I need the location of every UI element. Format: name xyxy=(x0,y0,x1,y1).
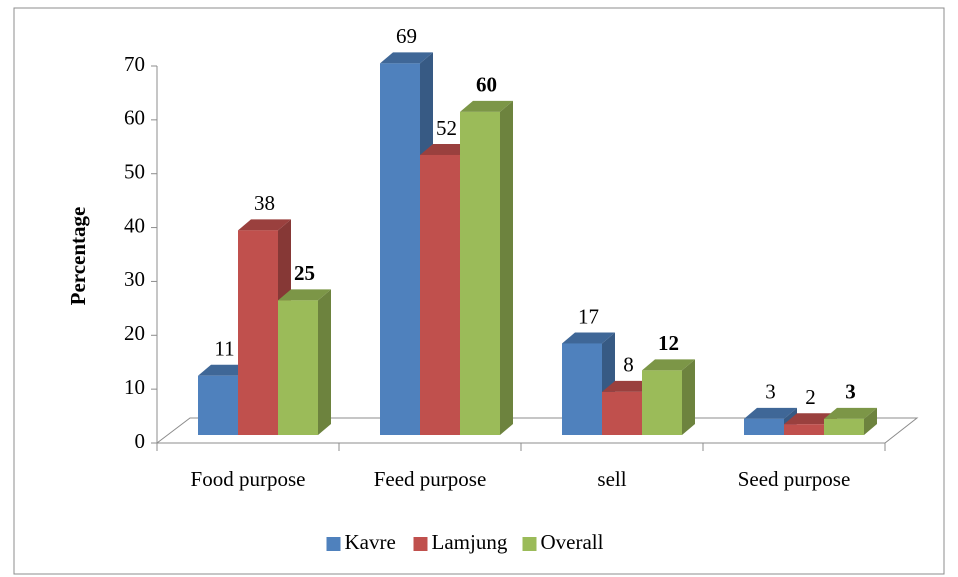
bar xyxy=(824,418,864,435)
bar-side xyxy=(864,407,877,435)
data-label: 60 xyxy=(476,73,497,97)
y-tick-label: 40 xyxy=(124,213,145,237)
bar-top xyxy=(198,364,251,376)
bar-side xyxy=(318,289,331,435)
data-label: 3 xyxy=(765,380,776,404)
y-tick-label: 0 xyxy=(135,429,146,453)
bar-top xyxy=(460,100,513,112)
bar xyxy=(420,154,460,435)
data-label: 52 xyxy=(436,116,457,140)
bar xyxy=(562,343,602,435)
bar xyxy=(198,375,238,435)
data-label: 3 xyxy=(845,380,856,404)
bar xyxy=(278,300,318,435)
bar xyxy=(642,370,682,435)
bar xyxy=(460,111,500,435)
bar-side xyxy=(500,100,513,435)
y-tick-label: 30 xyxy=(124,267,145,291)
bar xyxy=(238,230,278,435)
bar-top xyxy=(562,332,615,344)
y-tick-label: 70 xyxy=(124,52,145,76)
legend-swatch xyxy=(326,537,341,551)
bar-top xyxy=(824,407,877,419)
data-label: 11 xyxy=(214,337,234,361)
data-label: 69 xyxy=(396,24,417,48)
bar-top xyxy=(602,380,655,392)
legend-label: Lamjung xyxy=(432,530,508,554)
y-tick-label: 20 xyxy=(124,321,145,345)
bar-top xyxy=(420,143,473,155)
legend-swatch xyxy=(522,537,537,551)
bar xyxy=(744,418,784,435)
data-label: 12 xyxy=(658,331,679,355)
x-tick-label: Seed purpose xyxy=(738,467,851,491)
data-label: 2 xyxy=(805,385,816,409)
data-label: 25 xyxy=(294,261,315,285)
data-label: 8 xyxy=(623,353,634,377)
y-tick-label: 60 xyxy=(124,106,145,130)
y-tick-label: 10 xyxy=(124,375,145,399)
legend-swatch xyxy=(413,537,428,551)
data-label: 38 xyxy=(254,191,275,215)
bar xyxy=(602,391,642,435)
y-axis-label: Percentage xyxy=(66,207,90,306)
bar-top xyxy=(278,289,331,301)
bar-top xyxy=(784,413,837,425)
legend-label: Kavre xyxy=(345,530,396,554)
bar-top xyxy=(380,52,433,64)
bar-top xyxy=(238,219,291,231)
bar xyxy=(784,424,824,435)
legend-label: Overall xyxy=(541,530,604,554)
data-label: 17 xyxy=(578,304,599,328)
bar-top xyxy=(744,407,797,419)
y-tick-label: 50 xyxy=(124,160,145,184)
x-tick-label: Feed purpose xyxy=(374,467,487,491)
bar-top xyxy=(642,359,695,371)
x-tick-label: sell xyxy=(597,467,626,491)
bar-side xyxy=(682,359,695,435)
x-tick-label: Food purpose xyxy=(191,467,306,491)
bar xyxy=(380,63,420,436)
